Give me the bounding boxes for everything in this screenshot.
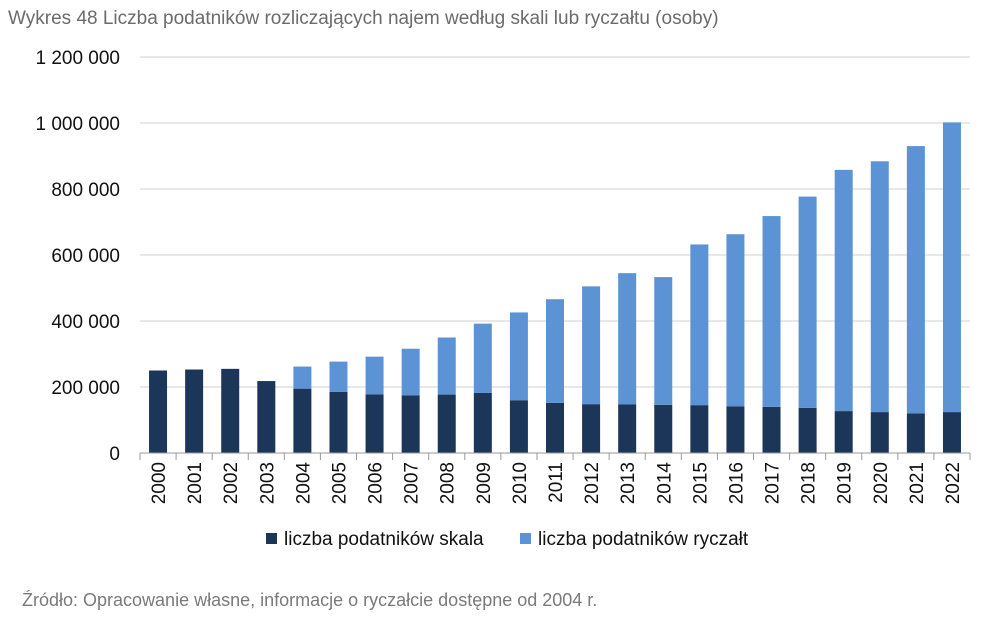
x-tick-label: 2020 <box>871 462 892 504</box>
x-tick-label: 2018 <box>799 462 820 504</box>
bar-skala-2001 <box>185 369 204 453</box>
legend-swatch-ryczalt <box>520 533 531 544</box>
bar-ryczalt-2007 <box>401 348 420 396</box>
bar-ryczalt-2005 <box>329 361 348 392</box>
chart-title: Wykres 48 Liczba podatników rozliczający… <box>8 8 719 29</box>
bar-skala-2002 <box>221 368 240 453</box>
y-tick-label: 800 000 <box>51 180 120 201</box>
bar-skala-2003 <box>257 381 276 453</box>
bar-skala-2014 <box>654 404 673 453</box>
bar-ryczalt-2009 <box>473 323 492 393</box>
y-tick-label: 1 000 000 <box>35 114 120 135</box>
bar-ryczalt-2014 <box>654 277 673 405</box>
legend-label-skala: liczba podatników skala <box>284 529 484 550</box>
x-tick-label: 2000 <box>149 462 170 504</box>
bar-skala-2008 <box>437 394 456 453</box>
bar-skala-2010 <box>509 400 528 453</box>
bar-skala-2016 <box>726 406 745 453</box>
bar-skala-2006 <box>365 394 384 453</box>
y-tick-label: 0 <box>109 444 120 465</box>
bar-ryczalt-2019 <box>834 169 853 412</box>
x-tick-label: 2022 <box>943 462 964 504</box>
source-note: Źródło: Opracowanie własne, informacje o… <box>22 590 598 610</box>
bar-skala-2013 <box>618 404 637 453</box>
bar-ryczalt-2020 <box>870 161 889 413</box>
bar-skala-2011 <box>546 402 564 453</box>
x-tick-label: 2019 <box>835 462 856 504</box>
y-tick-label: 1 200 000 <box>35 48 120 69</box>
x-tick-label: 2008 <box>438 462 459 504</box>
bar-ryczalt-2022 <box>942 122 961 413</box>
x-tick-label: 2021 <box>907 462 928 504</box>
bar-skala-2004 <box>293 388 312 453</box>
x-tick-label: 2002 <box>221 462 242 504</box>
bar-ryczalt-2004 <box>293 366 312 389</box>
bar-ryczalt-2021 <box>906 146 925 414</box>
bar-ryczalt-2015 <box>690 244 709 406</box>
bar-ryczalt-2012 <box>582 286 601 405</box>
x-axis-ticks: 2000 2001 2002 2003 2004 2005 2006 2007 2008 2009… <box>149 462 964 505</box>
y-axis-ticks: 0 200 000 400 000 600 000 800 000 1 000 000 1 … <box>35 48 120 465</box>
x-tick-label: 2003 <box>257 462 278 504</box>
x-tick-label: 2001 <box>185 462 206 504</box>
x-tick-label: 2011 <box>546 462 567 503</box>
x-tick-label: 2006 <box>366 462 387 504</box>
bar-ryczalt-2018 <box>798 196 817 408</box>
bar-ryczalt-2016 <box>726 234 745 407</box>
x-tick-label: 2010 <box>510 462 531 504</box>
x-tick-label: 2004 <box>293 462 314 505</box>
x-tick-label: 2005 <box>329 462 350 504</box>
bar-ryczalt-2010 <box>509 312 528 401</box>
bar-ryczalt-2011 <box>546 299 564 403</box>
x-tick-label: 2007 <box>402 462 423 504</box>
legend-swatch-skala <box>266 533 277 544</box>
x-tick-label: 2012 <box>582 462 603 504</box>
bar-skala-2017 <box>762 406 781 453</box>
x-axis <box>139 452 971 460</box>
bar-skala-2018 <box>798 407 817 453</box>
bar-ryczalt-2006 <box>365 356 384 395</box>
x-tick-label: 2015 <box>690 462 711 504</box>
y-tick-label: 600 000 <box>51 246 120 267</box>
bar-skala-2009 <box>473 392 492 453</box>
bar-skala-2021 <box>906 413 925 453</box>
bar-skala-2020 <box>870 412 889 453</box>
bars <box>149 122 961 453</box>
x-tick-label: 2014 <box>654 462 675 505</box>
bar-skala-2022 <box>942 412 961 453</box>
bar-skala-2012 <box>582 404 601 453</box>
legend-label-ryczalt: liczba podatników ryczałt <box>538 529 749 550</box>
y-tick-label: 400 000 <box>51 312 120 333</box>
bar-ryczalt-2017 <box>762 216 781 407</box>
x-tick-label: 2017 <box>763 462 784 504</box>
bar-skala-2005 <box>329 391 348 453</box>
y-tick-label: 200 000 <box>51 378 120 399</box>
bar-skala-2015 <box>690 405 709 453</box>
bar-skala-2007 <box>401 395 420 453</box>
x-tick-label: 2016 <box>726 462 747 504</box>
legend: liczba podatników skala liczba podatnikó… <box>266 529 749 550</box>
bar-ryczalt-2013 <box>618 273 637 405</box>
x-tick-label: 2013 <box>618 462 639 504</box>
x-tick-label: 2009 <box>474 462 495 504</box>
bar-skala-2000 <box>149 370 168 453</box>
bar-skala-2019 <box>834 411 853 453</box>
bar-ryczalt-2008 <box>437 337 456 395</box>
